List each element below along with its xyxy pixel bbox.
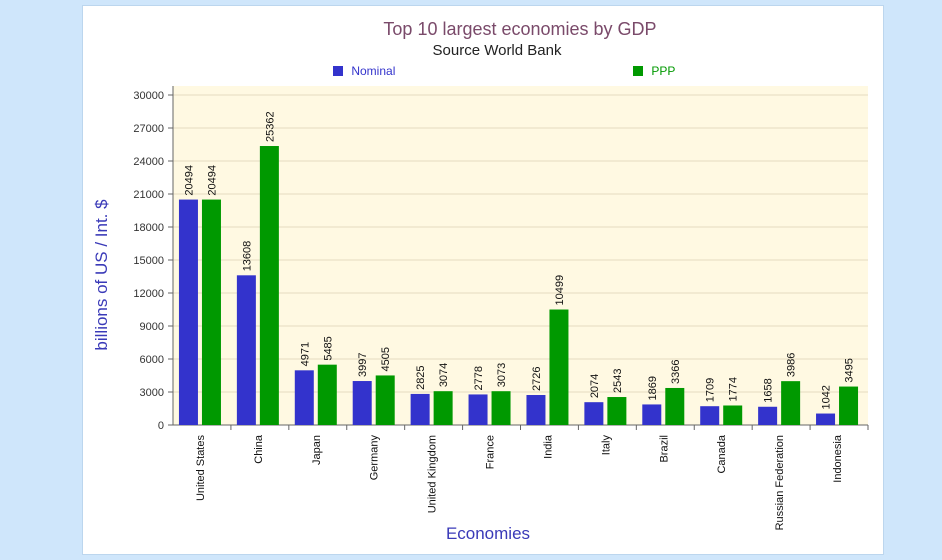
legend-ppp-swatch (633, 66, 643, 76)
y-tick-label: 0 (158, 420, 164, 432)
y-tick-label: 18000 (133, 222, 164, 234)
y-tick-label: 15000 (133, 255, 164, 267)
x-tick-label: Russian Federation (774, 435, 786, 530)
data-label: 5485 (322, 336, 334, 360)
plot-area (173, 86, 868, 425)
bar-ppp (549, 309, 569, 425)
data-label: 3997 (357, 353, 369, 377)
data-label: 20494 (206, 165, 218, 196)
bar-nominal (700, 406, 720, 425)
x-axis-title: Economies (445, 524, 531, 543)
bar-nominal (816, 413, 836, 425)
bar-ppp (665, 387, 685, 425)
x-tick-label: Brazil (658, 435, 670, 463)
y-tick-label: 30000 (133, 90, 164, 102)
data-label: 3074 (438, 363, 450, 387)
data-label: 3366 (670, 359, 682, 383)
bar-ppp (491, 391, 511, 425)
bar-nominal (352, 381, 372, 425)
x-tick-label: Indonesia (832, 434, 844, 483)
data-label: 1042 (821, 385, 833, 409)
x-tick-label: Germany (369, 435, 381, 481)
bar-ppp (723, 405, 743, 425)
legend-nominal-label: Nominal (351, 64, 396, 78)
bar-ppp (781, 381, 801, 425)
bar-ppp (259, 146, 279, 425)
bar-ppp (201, 199, 221, 425)
bar-ppp (375, 375, 395, 425)
data-label: 3495 (844, 358, 856, 382)
data-label: 25362 (264, 111, 276, 142)
chart-title: Top 10 largest economies by GDP (383, 19, 657, 39)
data-label: 2778 (473, 366, 485, 390)
x-tick-label: Italy (600, 435, 612, 456)
legend-ppp-label: PPP (651, 64, 676, 78)
y-tick-label: 21000 (133, 189, 164, 201)
x-tick-label: India (542, 434, 554, 459)
data-label: 2726 (531, 367, 543, 391)
x-tick-label: France (485, 435, 497, 469)
bar-nominal (468, 394, 488, 425)
data-label: 2074 (589, 374, 601, 398)
data-label: 1658 (763, 378, 775, 402)
data-label: 4971 (299, 342, 311, 366)
x-tick-label: China (253, 434, 265, 464)
y-tick-label: 27000 (133, 123, 164, 135)
y-tick-label: 24000 (133, 156, 164, 168)
y-tick-label: 12000 (133, 288, 164, 300)
data-label: 1709 (705, 378, 717, 402)
x-tick-label: Japan (311, 435, 323, 465)
data-label: 2543 (612, 369, 624, 393)
bar-nominal (526, 395, 546, 425)
bar-ppp (317, 364, 337, 425)
legend-nominal-swatch (333, 66, 343, 76)
data-label: 10499 (554, 275, 566, 306)
bar-nominal (294, 370, 314, 425)
data-label: 2825 (415, 365, 427, 389)
data-label: 1774 (728, 377, 740, 401)
bar-ppp (433, 391, 453, 425)
data-label: 13608 (241, 241, 253, 272)
data-label: 20494 (183, 165, 195, 196)
data-label: 3073 (496, 363, 508, 387)
bar-nominal (584, 402, 604, 425)
y-tick-label: 6000 (140, 354, 164, 366)
y-tick-label: 9000 (140, 321, 164, 333)
x-tick-label: Canada (716, 434, 728, 473)
bar-nominal (410, 393, 430, 425)
bar-nominal (642, 404, 662, 425)
bar-ppp (839, 386, 859, 425)
x-tick-label: United Kingdom (427, 435, 439, 513)
y-tick-label: 3000 (140, 387, 164, 399)
data-label: 3986 (786, 353, 798, 377)
data-label: 1869 (647, 376, 659, 400)
bar-nominal (178, 199, 198, 425)
bar-nominal (236, 275, 256, 425)
legend-nominal[interactable]: Nominal (333, 64, 395, 78)
bar-ppp (607, 397, 627, 425)
bar-nominal (758, 406, 778, 425)
legend-ppp[interactable]: PPP (633, 64, 675, 78)
x-tick-label: United States (195, 435, 207, 502)
data-label: 4505 (380, 347, 392, 371)
chart-subtitle: Source World Bank (432, 42, 562, 59)
